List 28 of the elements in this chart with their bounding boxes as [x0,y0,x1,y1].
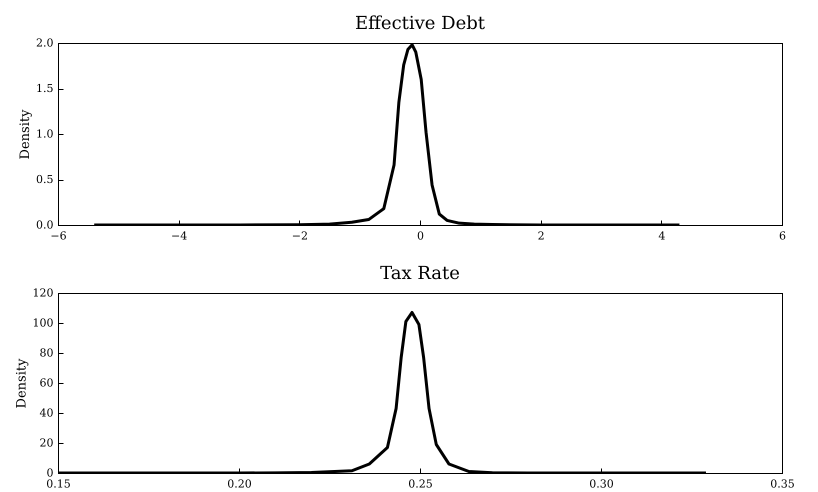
x-tick-label: 0.35 [770,478,795,490]
x-tick-label: 0.20 [227,478,252,490]
y-tick-label: 20 [40,436,54,450]
x-tick-label: 6 [779,230,786,242]
y-tick-label: 1.5 [36,82,54,95]
y-tick-label: 120 [32,286,54,300]
x-tick-label: 2 [538,230,545,242]
chart-title: Effective Debt [354,13,486,34]
y-tick-label: 2.0 [36,36,54,50]
chart-title: Tax Rate [380,263,460,284]
x-tick-label: 0.30 [589,478,614,490]
x-tick-label: 0.25 [408,478,433,490]
y-tick-label: 80 [40,346,54,360]
x-tick-label: −6 [50,230,67,242]
y-tick-label: 1.0 [36,128,54,140]
x-tick-label: 0.15 [46,478,71,490]
y-tick-label: 60 [40,376,54,390]
y-tick-label: 0.5 [36,173,54,186]
y-axis-title: Density [14,358,30,408]
x-tick-label: −4 [171,230,188,242]
y-tick-label: 40 [40,406,54,420]
x-tick-label: 4 [658,230,666,242]
y-tick-label: 0 [46,466,54,480]
x-tick-label: 0 [417,230,424,242]
y-tick-label: 0.0 [36,218,54,232]
x-tick-label: −2 [292,230,308,242]
y-axis-title: Density [18,108,34,160]
y-tick-label: 100 [32,316,54,330]
